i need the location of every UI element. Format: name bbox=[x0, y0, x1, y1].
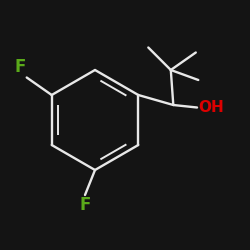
Text: F: F bbox=[14, 58, 26, 76]
Text: OH: OH bbox=[198, 100, 224, 115]
Text: F: F bbox=[79, 196, 91, 214]
